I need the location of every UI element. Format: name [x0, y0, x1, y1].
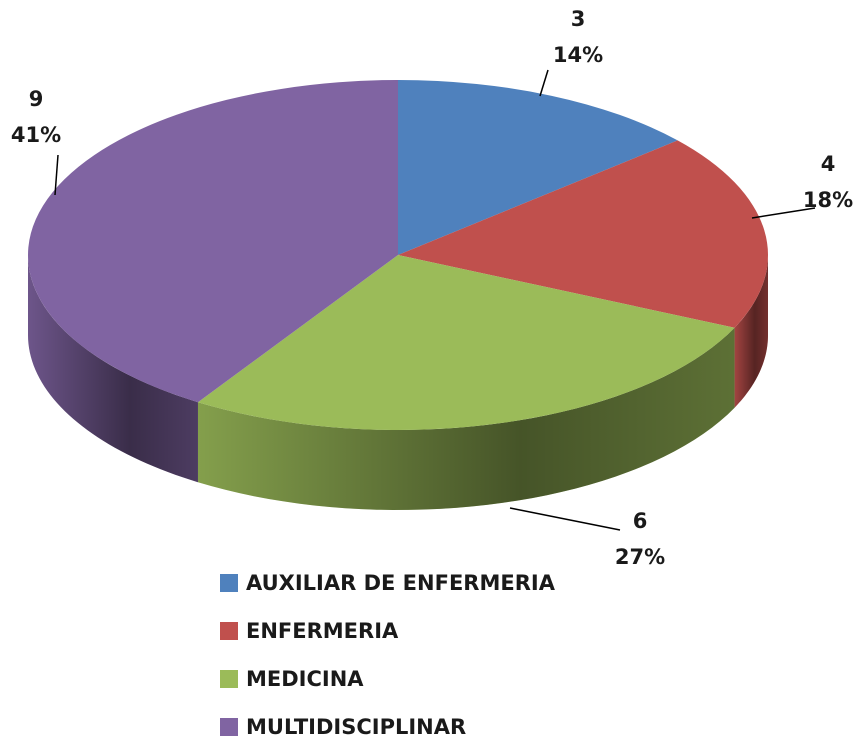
legend-label: MULTIDISCIPLINAR	[246, 715, 466, 739]
data-label-value: 3	[571, 7, 586, 31]
slice-side-shade	[28, 255, 198, 483]
leader-line	[751, 207, 816, 219]
legend-swatch	[220, 718, 238, 736]
slice-side-shade	[734, 255, 768, 408]
data-label-percent: 14%	[553, 43, 603, 67]
data-label-value: 4	[821, 152, 836, 176]
legend-swatch	[220, 670, 238, 688]
slice	[398, 80, 678, 255]
leader-line	[54, 154, 59, 196]
data-label-percent: 41%	[11, 123, 61, 147]
legend-label: MEDICINA	[246, 667, 364, 691]
legend-swatch	[220, 622, 238, 640]
legend-label: ENFERMERIA	[246, 619, 399, 643]
leader-line	[509, 507, 621, 531]
data-label-value: 6	[633, 509, 648, 533]
slice	[28, 79, 399, 403]
data-label-percent: 27%	[615, 545, 665, 569]
leader-line	[539, 69, 549, 97]
slice	[398, 140, 768, 328]
data-label-value: 9	[29, 87, 44, 111]
data-label-percent: 18%	[803, 188, 853, 212]
legend-label: AUXILIAR DE ENFERMERIA	[246, 571, 556, 595]
slice	[197, 255, 735, 430]
slice-side-shade	[197, 327, 735, 510]
legend-swatch	[220, 574, 238, 592]
